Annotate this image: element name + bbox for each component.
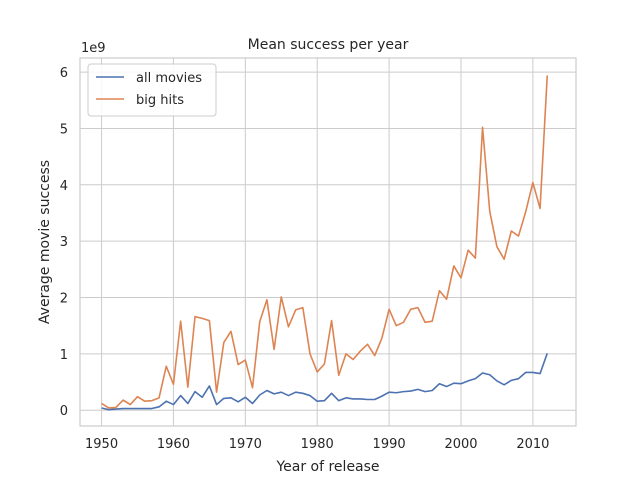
x-tick-label-1950: 1950 [85, 437, 118, 452]
legend: all movies big hits [87, 63, 217, 117]
y-tick-label-1: 1 [60, 348, 68, 363]
y-tick-labels: 0 1 2 3 4 5 6 [60, 66, 68, 419]
y-multiplier-label: 1e9 [81, 41, 106, 56]
series-layer [101, 75, 549, 411]
x-tick-label-2010: 2010 [516, 437, 549, 452]
y-axis-label: Average movie success [37, 160, 53, 324]
y-tick-label-4: 4 [60, 179, 68, 194]
series-line-big-hits [101, 75, 549, 409]
plot-frame [79, 57, 577, 427]
x-tick-label-1960: 1960 [157, 437, 190, 452]
x-tick-label-2000: 2000 [444, 437, 477, 452]
grid [80, 58, 576, 426]
y-tick-label-0: 0 [60, 404, 68, 419]
chart-title: Mean success per year [248, 37, 409, 53]
x-tick-labels: 1950 1960 1970 1980 1990 2000 2010 [85, 437, 549, 452]
y-tick-label-2: 2 [60, 292, 68, 307]
series-line-all-movies [101, 353, 549, 411]
x-axis-label: Year of release [275, 459, 379, 475]
y-tick-label-6: 6 [60, 66, 68, 81]
legend-label-all-movies: all movies [136, 71, 202, 86]
x-tick-label-1980: 1980 [301, 437, 334, 452]
y-tick-label-5: 5 [60, 122, 68, 137]
y-tick-label-3: 3 [60, 235, 68, 250]
legend-label-big-hits: big hits [136, 93, 184, 108]
x-tick-label-1990: 1990 [373, 437, 406, 452]
x-tick-label-1970: 1970 [229, 437, 262, 452]
